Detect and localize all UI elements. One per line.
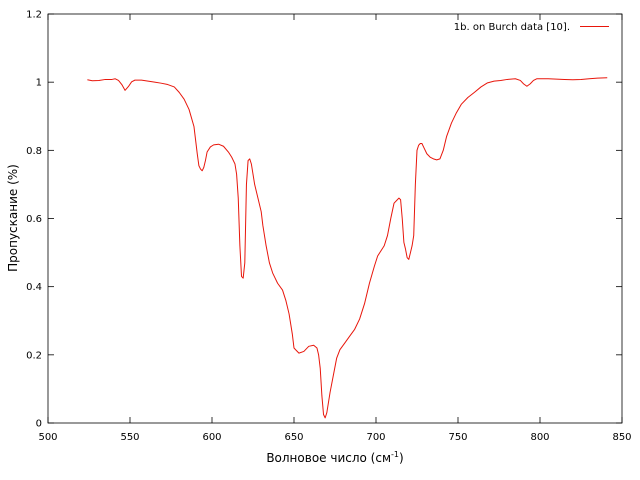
x-tick-label: 550: [120, 432, 139, 443]
x-axis-label: Волновое число (см-1): [266, 450, 403, 465]
x-tick-label: 600: [202, 432, 221, 443]
y-tick-label: 0.4: [26, 282, 42, 293]
y-tick-label: 0.8: [26, 146, 42, 157]
y-tick-label: 1.2: [26, 10, 42, 21]
plot-frame: [47, 13, 623, 424]
y-tick-label: 0.2: [26, 350, 42, 361]
legend-label: 1b. on Burch data [10].: [454, 22, 570, 33]
legend: 1b. on Burch data [10].: [454, 22, 609, 33]
x-axis-label-suffix: ): [399, 451, 404, 465]
y-axis-label: Пропускание (%): [6, 164, 20, 272]
y-tick-label: 1: [36, 78, 42, 89]
x-axis-ticks: 500 550 600 650 700 750 800 850: [38, 14, 632, 443]
series-layer: [87, 77, 608, 419]
x-axis-label-superscript: -1: [391, 450, 399, 459]
x-tick-label: 700: [366, 432, 385, 443]
y-tick-label: 0.6: [26, 214, 42, 225]
x-tick-label: 850: [612, 432, 631, 443]
x-axis-label-main: Волновое число (см: [266, 451, 391, 465]
x-tick-label: 500: [38, 432, 57, 443]
x-tick-label: 750: [448, 432, 467, 443]
x-tick-label: 650: [284, 432, 303, 443]
y-tick-label: 0: [36, 419, 42, 430]
y-axis-ticks: 0 0.2 0.4 0.6 0.8 1 1.2: [26, 10, 622, 430]
series-line: [87, 77, 608, 419]
x-tick-label: 800: [530, 432, 549, 443]
